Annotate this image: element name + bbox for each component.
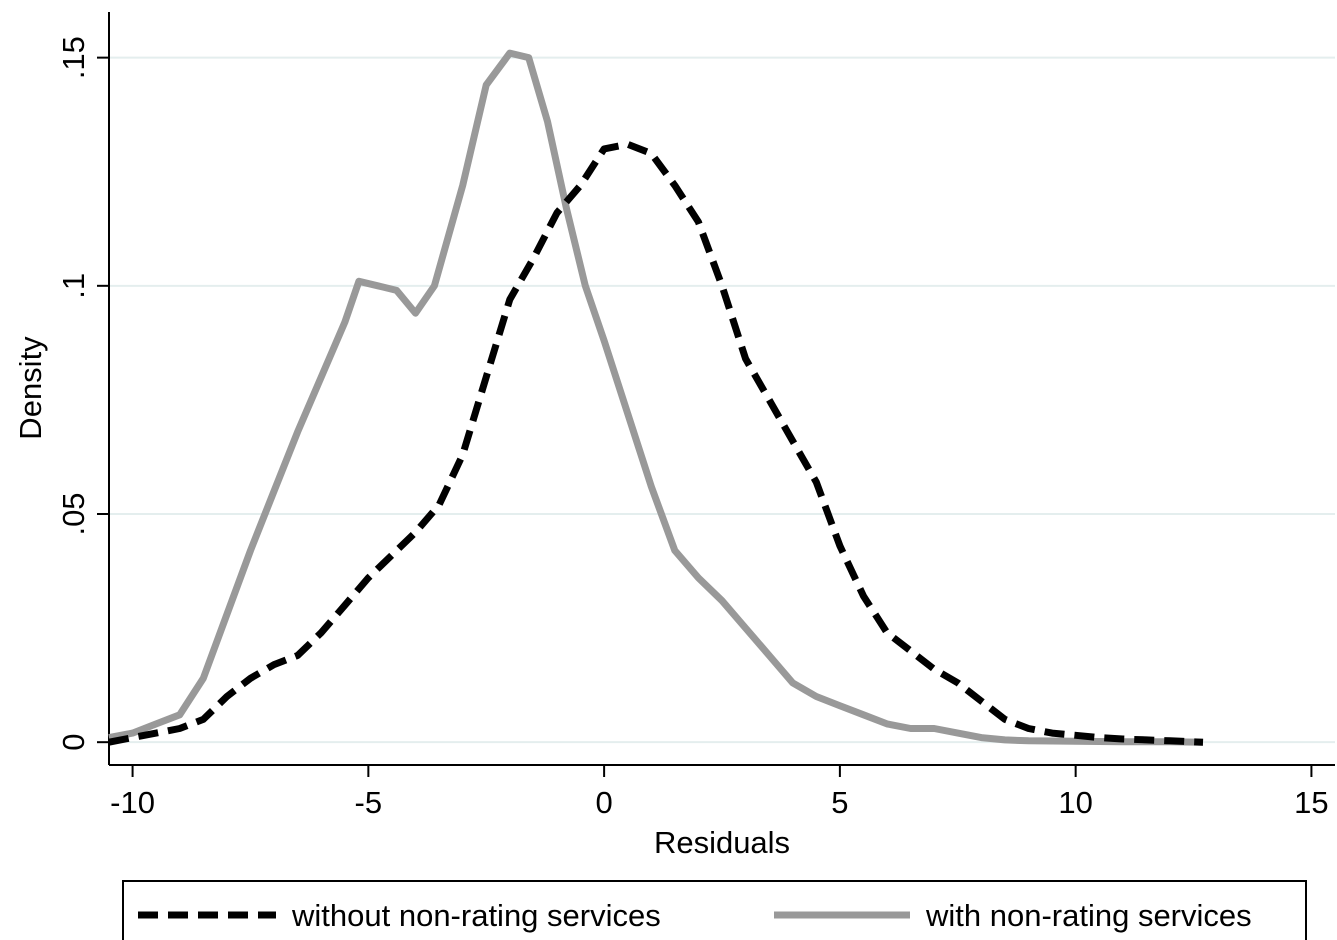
x-tick-label: -5 (355, 785, 383, 820)
x-tick-label: 15 (1294, 785, 1328, 820)
y-tick-label: .05 (56, 492, 91, 535)
grid-lines (109, 56, 1335, 744)
x-tick-label: 10 (1058, 785, 1092, 820)
x-tick-label: 5 (831, 785, 848, 820)
axes (108, 12, 1335, 766)
x-tick-label: -10 (110, 785, 155, 820)
y-tick-label: .1 (56, 273, 91, 299)
legend-label-with: with non-rating services (925, 898, 1252, 933)
series-line-without (108, 140, 1204, 746)
legend-label-without: without non-rating services (291, 898, 661, 933)
y-axis-label: Density (13, 336, 48, 440)
y-tick-label: .15 (56, 36, 91, 79)
legend: without non-rating services with non-rat… (122, 880, 1307, 940)
series-lines (108, 49, 1204, 746)
series-line-with (108, 49, 1204, 746)
y-tick-label: 0 (56, 734, 91, 751)
x-tick-label: 0 (595, 785, 612, 820)
x-axis-label: Residuals (654, 825, 790, 860)
legend-box (122, 880, 1307, 940)
tick-marks: 0 .05 .1 .15 -10 -5 0 5 10 15 (56, 36, 1329, 820)
